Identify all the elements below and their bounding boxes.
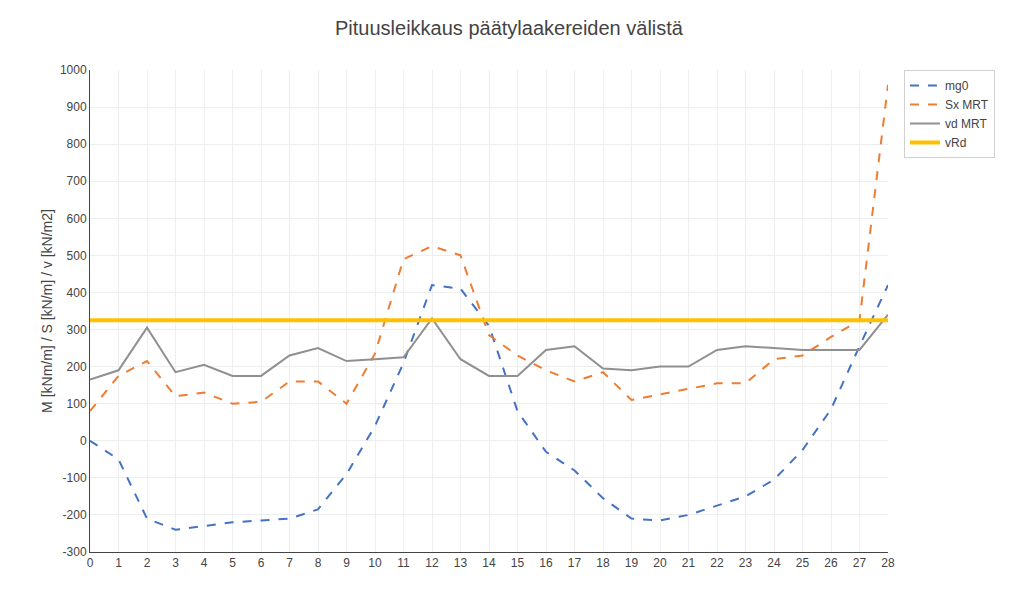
svg-text:Pituusleikkaus päätylaakereide: Pituusleikkaus päätylaakereiden välistä	[335, 17, 684, 39]
svg-text:400: 400	[67, 286, 87, 300]
svg-text:11: 11	[397, 556, 410, 570]
svg-text:23: 23	[739, 556, 753, 570]
svg-text:200: 200	[67, 360, 87, 374]
svg-text:10: 10	[368, 556, 382, 570]
svg-text:25: 25	[796, 556, 810, 570]
svg-text:28: 28	[881, 556, 895, 570]
svg-text:6: 6	[258, 556, 265, 570]
svg-text:vRd: vRd	[945, 136, 966, 150]
svg-text:0: 0	[87, 556, 94, 570]
svg-text:1: 1	[115, 556, 122, 570]
svg-text:17: 17	[568, 556, 582, 570]
svg-text:13: 13	[454, 556, 468, 570]
svg-text:900: 900	[67, 100, 87, 114]
svg-text:18: 18	[596, 556, 610, 570]
svg-text:22: 22	[710, 556, 724, 570]
svg-text:600: 600	[67, 212, 87, 226]
svg-text:1000: 1000	[60, 63, 87, 77]
svg-text:20: 20	[653, 556, 667, 570]
svg-text:26: 26	[824, 556, 838, 570]
svg-text:-300: -300	[63, 545, 87, 559]
svg-text:3: 3	[172, 556, 179, 570]
svg-text:24: 24	[767, 556, 781, 570]
svg-text:M [kNm/m] / S [kN/m] / v [kN/m: M [kNm/m] / S [kN/m] / v [kN/m2]	[39, 209, 55, 413]
svg-text:7: 7	[286, 556, 293, 570]
svg-text:2: 2	[144, 556, 151, 570]
svg-text:8: 8	[315, 556, 322, 570]
svg-text:mg0: mg0	[945, 79, 969, 93]
svg-text:100: 100	[67, 397, 87, 411]
svg-text:800: 800	[67, 137, 87, 151]
svg-text:21: 21	[682, 556, 696, 570]
svg-text:9: 9	[343, 556, 350, 570]
svg-text:19: 19	[625, 556, 639, 570]
svg-text:0: 0	[80, 434, 87, 448]
svg-text:300: 300	[67, 323, 87, 337]
svg-text:4: 4	[201, 556, 208, 570]
svg-text:500: 500	[67, 249, 87, 263]
svg-text:vd MRT: vd MRT	[945, 117, 987, 131]
svg-text:5: 5	[229, 556, 236, 570]
svg-text:16: 16	[539, 556, 553, 570]
svg-text:Sx MRT: Sx MRT	[945, 98, 989, 112]
svg-text:12: 12	[425, 556, 439, 570]
svg-text:700: 700	[67, 174, 87, 188]
svg-text:14: 14	[482, 556, 496, 570]
svg-text:-200: -200	[63, 508, 87, 522]
svg-text:15: 15	[511, 556, 525, 570]
svg-text:-100: -100	[63, 471, 87, 485]
svg-text:27: 27	[853, 556, 867, 570]
